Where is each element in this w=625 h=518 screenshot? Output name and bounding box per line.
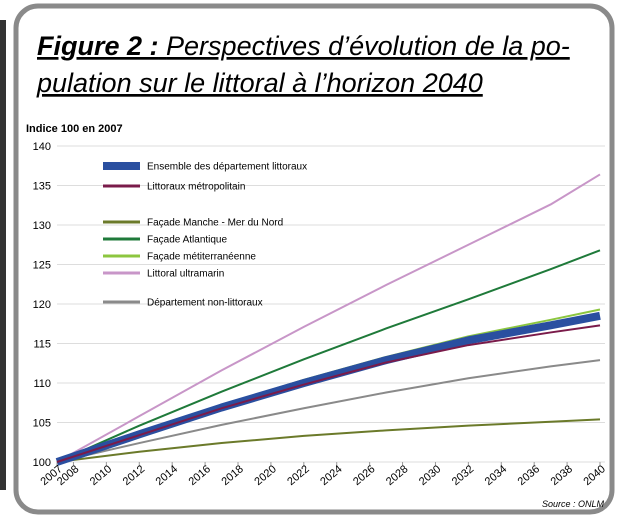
y-axis-label: Indice 100 en 2007 (26, 123, 123, 135)
frame (13, 3, 615, 515)
legend-label: Façade métiterranéenne (147, 252, 256, 263)
series-line (56, 249, 601, 463)
y-tick-label: 100 (33, 457, 51, 469)
source: Source : ONLM (542, 499, 605, 509)
y-tick-label: 140 (33, 141, 51, 153)
y-tick-label: 115 (33, 339, 51, 351)
chart-title: Figure 2 : Perspectives d’évolution de l… (37, 31, 570, 61)
title-label: Figure 2 : (37, 31, 159, 61)
legend-label: Littoraux métropolitain (147, 182, 245, 193)
title-line: Perspectives d’évolution de la po- (166, 31, 570, 61)
neighbor-edge (0, 20, 6, 490)
y-tick-label: 120 (33, 299, 51, 311)
legend-label: Département non-littoraux (147, 298, 263, 309)
series-line (56, 359, 601, 463)
legend-label: Littoral ultramarin (147, 269, 224, 280)
legend-label: Ensemble des département littoraux (147, 162, 307, 173)
series-line (56, 418, 601, 463)
y-tick-label: 110 (33, 378, 51, 390)
series-line (56, 173, 601, 463)
chart-title: pulation sur le littoral à l’horizon 204… (36, 68, 483, 98)
y-tick-label: 125 (33, 260, 51, 272)
series-line (56, 324, 601, 463)
y-tick-label: 130 (33, 220, 51, 232)
legend-label: Façade Manche - Mer du Nord (147, 218, 283, 229)
y-tick-label: 105 (33, 418, 51, 430)
legend-label: Façade Atlantique (147, 235, 227, 246)
y-tick-label: 135 (33, 181, 51, 193)
